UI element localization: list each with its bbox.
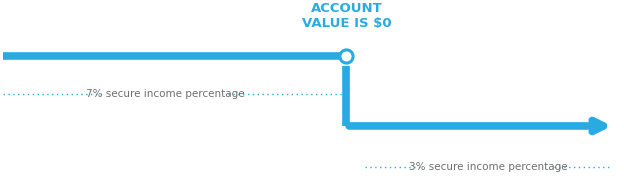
Point — [341, 55, 351, 58]
Text: 7% secure income percentage: 7% secure income percentage — [86, 89, 245, 99]
Text: 3% secure income percentage: 3% secure income percentage — [409, 162, 568, 172]
Text: ACCOUNT
VALUE IS $0: ACCOUNT VALUE IS $0 — [301, 2, 391, 30]
